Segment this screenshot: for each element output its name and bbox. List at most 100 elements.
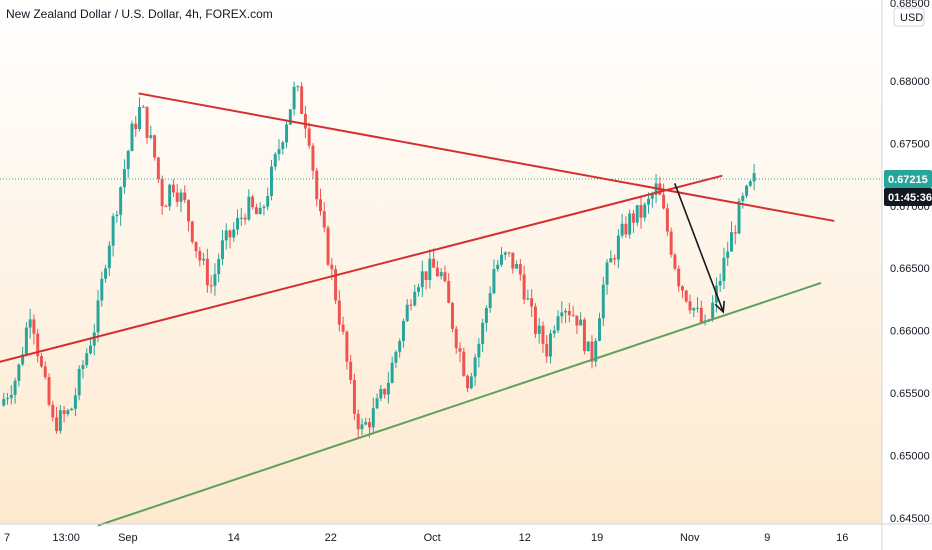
- candle-body: [526, 298, 530, 300]
- candle-body: [722, 257, 726, 281]
- candle-body: [371, 408, 375, 428]
- candle-body: [66, 410, 70, 414]
- x-tick-label: 7: [4, 532, 10, 544]
- candle-body: [356, 413, 360, 430]
- candle-body: [122, 169, 126, 188]
- candle-body: [665, 208, 669, 232]
- candle-body: [254, 207, 258, 215]
- candle-body: [179, 192, 183, 202]
- candle-body: [692, 308, 696, 311]
- candle-body: [511, 252, 515, 269]
- candle-body: [296, 86, 300, 88]
- candle-body: [522, 274, 526, 300]
- candle-body: [228, 230, 232, 238]
- candle-body: [247, 196, 251, 220]
- candle-body: [488, 293, 492, 309]
- candle-body: [413, 291, 417, 306]
- candle-body: [96, 300, 100, 333]
- candle-body: [368, 422, 371, 428]
- projection-arrow-shaft: [673, 183, 724, 313]
- candle-body: [473, 357, 477, 377]
- countdown-label: 01:45:36: [888, 192, 932, 204]
- candle-body: [496, 264, 500, 270]
- chart-title: New Zealand Dollar / U.S. Dollar, 4h, FO…: [6, 7, 273, 21]
- candle-body: [62, 410, 66, 414]
- candle-body: [337, 300, 341, 325]
- candle-body: [575, 315, 579, 326]
- y-tick-label: 0.66000: [890, 326, 930, 338]
- candle-body: [503, 252, 507, 255]
- candle-body: [398, 341, 402, 352]
- candle-body: [273, 154, 277, 167]
- x-tick-label: Oct: [424, 532, 441, 544]
- candle-body: [288, 109, 292, 125]
- candle-body: [447, 281, 451, 304]
- candle-body: [417, 287, 421, 292]
- candle-body: [89, 345, 92, 354]
- candle-body: [537, 325, 541, 334]
- candle-body: [616, 235, 620, 260]
- y-tick-label-top: 0.68500: [890, 0, 930, 10]
- candle-body: [239, 217, 243, 219]
- candle-body: [39, 356, 43, 367]
- candle-body: [560, 312, 564, 317]
- candle-body: [628, 213, 632, 235]
- candle-body: [673, 254, 677, 269]
- candle-body: [47, 377, 51, 405]
- candle-body: [107, 245, 111, 269]
- candle-body: [364, 422, 368, 425]
- candle-body: [386, 382, 390, 395]
- candle-body: [541, 325, 545, 344]
- candle-body: [477, 343, 481, 358]
- candle-body: [390, 362, 394, 383]
- candle-body: [594, 340, 598, 362]
- candle-body: [635, 205, 639, 223]
- candle-body: [450, 303, 454, 329]
- candle-body: [217, 259, 221, 275]
- candle-body: [454, 328, 458, 349]
- candle-body: [300, 86, 304, 114]
- candle-body: [115, 214, 119, 217]
- candle-body: [579, 319, 583, 326]
- candle-body: [130, 123, 134, 152]
- candle-body: [428, 258, 432, 281]
- candle-body: [360, 424, 364, 430]
- candle-body: [319, 199, 322, 212]
- candle-body: [111, 216, 115, 246]
- candle-body: [556, 316, 560, 331]
- candle-body: [345, 331, 349, 362]
- candle-body: [209, 285, 213, 287]
- candle-body: [17, 364, 21, 381]
- candle-body: [631, 213, 635, 223]
- candle-body: [224, 230, 228, 241]
- candle-body: [741, 195, 745, 202]
- candle-body: [349, 361, 353, 380]
- candle-body: [13, 380, 17, 395]
- candle-body: [194, 241, 198, 252]
- candle-body: [9, 394, 13, 398]
- candle-body: [2, 399, 6, 406]
- candle-body: [375, 398, 379, 409]
- candle-body: [269, 166, 273, 196]
- x-tick-label: 19: [591, 532, 603, 544]
- trendlines[interactable]: [0, 92, 882, 527]
- candle-body: [70, 408, 74, 411]
- candle-body: [164, 206, 168, 208]
- candle-body: [409, 304, 413, 306]
- candle-body: [748, 181, 752, 186]
- candle-body: [567, 310, 571, 316]
- y-tick-label: 0.65500: [890, 388, 930, 400]
- candle-body: [530, 298, 534, 307]
- candle-body: [303, 113, 307, 129]
- candle-body: [609, 258, 613, 263]
- countdown-badge: [884, 188, 932, 207]
- candle-body: [352, 379, 356, 414]
- candle-body: [518, 264, 522, 275]
- candle-body: [334, 269, 338, 301]
- candle-body: [424, 271, 428, 281]
- candle-body: [213, 274, 217, 286]
- candle-body: [379, 388, 383, 399]
- candle-body: [699, 307, 703, 323]
